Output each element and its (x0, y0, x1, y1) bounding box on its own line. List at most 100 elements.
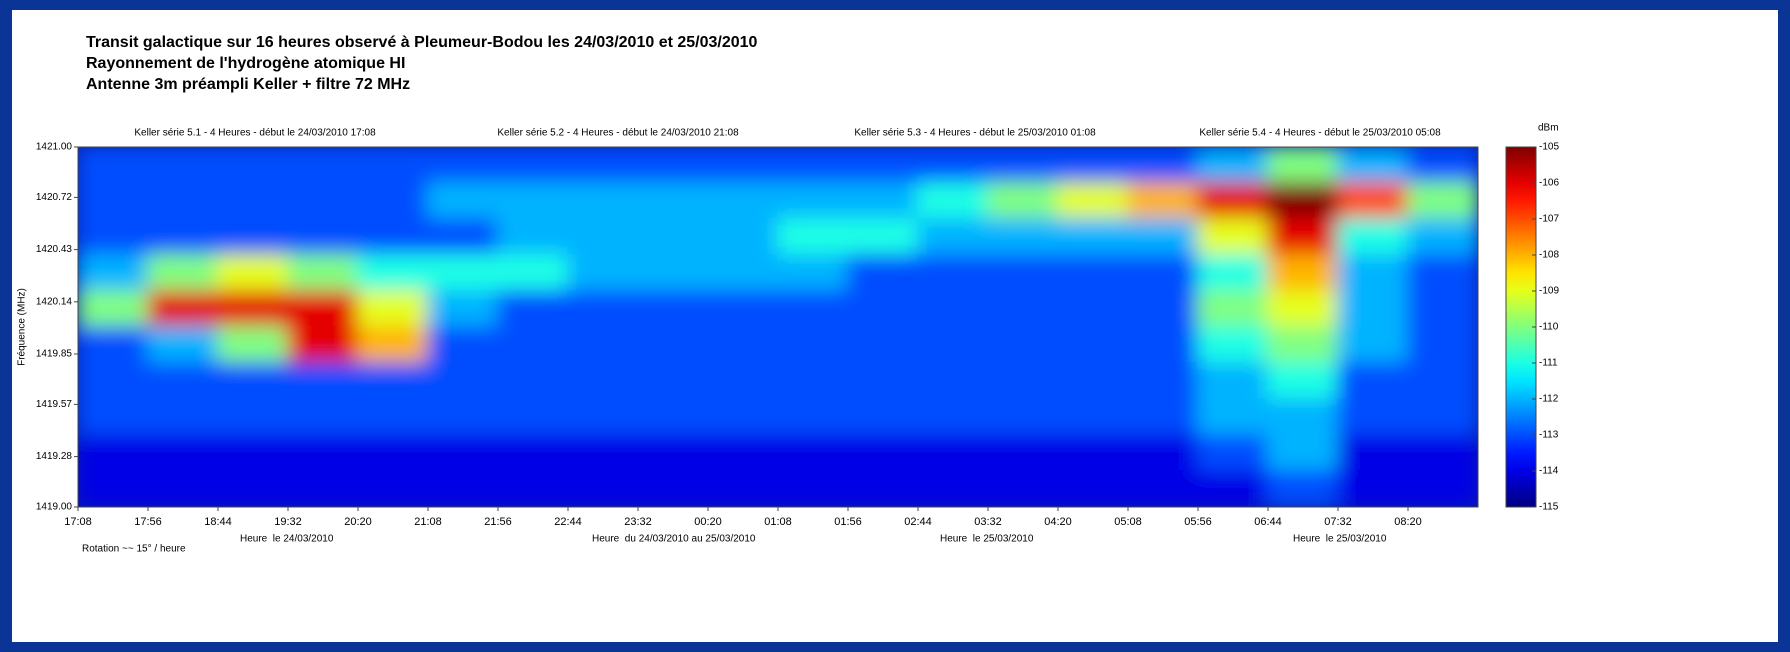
heatmap-cell (707, 218, 779, 256)
x-tick-label: 05:08 (1114, 516, 1142, 528)
heatmap-cell (427, 254, 499, 292)
heatmap-cell (707, 434, 779, 472)
colorbar-tick-label: -108 (1539, 250, 1559, 261)
heatmap-cell (357, 326, 429, 364)
heatmap-cell (217, 147, 289, 184)
heatmap-cell (987, 182, 1059, 220)
heatmap-cell (147, 182, 219, 220)
chart-title: Transit galactique sur 16 heures observé… (86, 34, 758, 51)
heatmap-cell (78, 254, 149, 292)
heatmap-cell (1407, 470, 1478, 507)
heatmap-cell (987, 434, 1059, 472)
heatmap-cell (1267, 147, 1339, 184)
heatmap-cell (847, 182, 919, 220)
heatmap-cell (1267, 182, 1339, 220)
heatmap-cell (777, 290, 849, 328)
colorbar-tick-label: -115 (1539, 502, 1559, 513)
heatmap-cell (847, 147, 919, 184)
heatmap-cell (78, 147, 149, 184)
colorbar-tick-label: -106 (1539, 178, 1559, 189)
x-tick-label: 04:20 (1044, 516, 1072, 528)
heatmap-cell (847, 398, 919, 436)
annotation: Heure le 24/03/2010 (240, 534, 334, 545)
heatmap-cell (287, 434, 359, 472)
heatmap-cell (1337, 147, 1409, 184)
heatmap-cell (287, 147, 359, 184)
x-tick-label: 17:08 (64, 516, 92, 528)
heatmap-cell (1057, 182, 1129, 220)
heatmap-cell (1057, 290, 1129, 328)
x-tick-label: 01:56 (834, 516, 862, 528)
y-tick-label: 1419.28 (36, 451, 73, 462)
heatmap-cell (707, 147, 779, 184)
heatmap-cell (847, 218, 919, 256)
heatmap-cell (1267, 362, 1339, 400)
y-tick-label: 1420.43 (36, 244, 73, 255)
heatmap-cell (1337, 434, 1409, 472)
colorbar-tick-label: -112 (1539, 394, 1559, 405)
heatmap-cell (147, 362, 219, 400)
heatmap-cell (1127, 182, 1199, 220)
heatmap-cell (1127, 290, 1199, 328)
heatmap-cell (707, 326, 779, 364)
annotation: Heure le 25/03/2010 (940, 534, 1034, 545)
heatmap-cell (427, 290, 499, 328)
heatmap-cell (357, 470, 429, 507)
heatmap-cell (427, 147, 499, 184)
heatmap-cell (147, 470, 219, 507)
y-tick-label: 1421.00 (36, 142, 73, 153)
heatmap-cell (777, 470, 849, 507)
heatmap-cell (1337, 326, 1409, 364)
heatmap-cell (1407, 434, 1478, 472)
heatmap-cell (217, 470, 289, 507)
x-tick-label: 08:20 (1394, 516, 1422, 528)
heatmap-cell (287, 362, 359, 400)
heatmap-cell (357, 434, 429, 472)
x-tick-label: 03:32 (974, 516, 1002, 528)
heatmap-cell (1127, 326, 1199, 364)
colorbar-tick-label: -109 (1539, 286, 1559, 297)
chart-subtitle: Rayonnement de l'hydrogène atomique HI (86, 55, 405, 72)
heatmap-cell (917, 470, 989, 507)
heatmap-cell (147, 290, 219, 328)
heatmap-cell (707, 470, 779, 507)
heatmap-cell (777, 434, 849, 472)
heatmap-cell (1407, 254, 1478, 292)
heatmap-cell (78, 290, 149, 328)
heatmap-cell (1337, 290, 1409, 328)
heatmap-cell (1407, 218, 1478, 256)
heatmap-cell (287, 470, 359, 507)
heatmap-cell (287, 290, 359, 328)
heatmap-cell (1197, 362, 1269, 400)
panel-label: Keller série 5.4 - 4 Heures - début le 2… (1199, 128, 1441, 139)
heatmap-cell (917, 218, 989, 256)
heatmap-cell (1127, 254, 1199, 292)
x-tick-label: 06:44 (1254, 516, 1282, 528)
heatmap-cell (287, 218, 359, 256)
x-tick-label: 19:32 (274, 516, 302, 528)
y-tick-label: 1419.57 (36, 399, 73, 410)
heatmap-cell (847, 326, 919, 364)
heatmap-cell (287, 254, 359, 292)
heatmap-cell (497, 290, 569, 328)
heatmap-cell (1407, 290, 1478, 328)
heatmap-cell (1337, 218, 1409, 256)
heatmap-cell (1267, 290, 1339, 328)
y-tick-label: 1420.14 (36, 296, 73, 307)
heatmap-cell (567, 218, 639, 256)
heatmap-cell (1267, 218, 1339, 256)
heatmap-cell (1127, 218, 1199, 256)
heatmap-cell (637, 326, 709, 364)
heatmap-cell (707, 290, 779, 328)
panel-label: Keller série 5.1 - 4 Heures - début le 2… (134, 128, 376, 139)
heatmap-cell (777, 326, 849, 364)
heatmap-cell (217, 290, 289, 328)
heatmap-cell (357, 398, 429, 436)
x-tick-label: 17:56 (134, 516, 162, 528)
heatmap-cell (987, 398, 1059, 436)
heatmap-cell (357, 254, 429, 292)
heatmap-cell (497, 398, 569, 436)
heatmap-cell (917, 290, 989, 328)
